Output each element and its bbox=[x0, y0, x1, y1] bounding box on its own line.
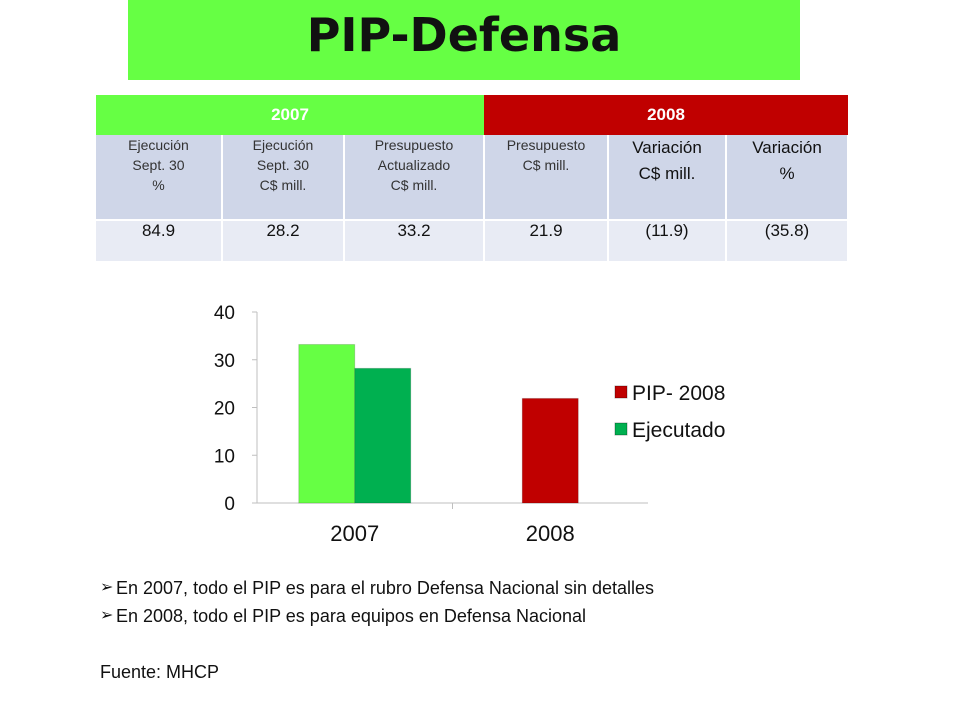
value-variacion-pct: (35.8) bbox=[726, 219, 849, 261]
y-tick-label: 10 bbox=[214, 446, 235, 467]
year-header-row: 2007 2008 bbox=[96, 95, 848, 135]
legend-label: PIP- 2008 bbox=[632, 382, 725, 405]
col-header-presupuesto-actualizado: Presupuesto Actualizado C$ mill. bbox=[344, 135, 485, 220]
x-tick-label: 2007 bbox=[330, 521, 379, 546]
legend-swatch bbox=[614, 422, 628, 436]
value-presupuesto-2008: 21.9 bbox=[484, 219, 609, 261]
bar-pip-2008-2007 bbox=[298, 343, 356, 504]
y-tick-label: 20 bbox=[214, 399, 235, 420]
value-variacion-mill: (11.9) bbox=[608, 219, 727, 261]
header-2008: 2008 bbox=[484, 95, 848, 135]
header-2007: 2007 bbox=[96, 95, 484, 135]
data-table: 2007 2008 Ejecución Sept. 30% Ejecución Se… bbox=[96, 95, 849, 261]
x-tick-label: 2008 bbox=[526, 521, 575, 546]
bullet-item: ➢ En 2007, todo el PIP es para el rubro … bbox=[100, 574, 654, 602]
value-ejecucion-pct: 84.9 bbox=[96, 219, 223, 261]
value-ejecucion-mill: 28.2 bbox=[222, 219, 345, 261]
y-tick-label: 30 bbox=[214, 351, 235, 372]
arrow-bullet-icon: ➢ bbox=[100, 607, 114, 624]
y-tick-label: 40 bbox=[214, 303, 235, 324]
col-header-variacion-mill: Variación C$ mill. bbox=[608, 135, 727, 220]
col-header-ejecucion-pct: Ejecución Sept. 30% bbox=[96, 135, 223, 220]
arrow-bullet-icon: ➢ bbox=[100, 579, 114, 596]
bullet-list: ➢ En 2007, todo el PIP es para el rubro … bbox=[100, 574, 654, 630]
col-header-variacion-pct: Variación% bbox=[726, 135, 849, 220]
col-header-presupuesto-2008: Presupuesto C$ mill. bbox=[484, 135, 609, 220]
subheader-row: Ejecución Sept. 30% Ejecución Sept. 30 C$ m… bbox=[96, 135, 849, 220]
value-presupuesto-actualizado: 33.2 bbox=[344, 219, 485, 261]
col-header-ejecucion-mill: Ejecución Sept. 30 C$ mill. bbox=[222, 135, 345, 220]
slide-title: PIP-Defensa bbox=[306, 8, 622, 62]
bar-pip-2008-2008 bbox=[521, 397, 579, 504]
title-banner: PIP-Defensa bbox=[128, 0, 800, 80]
bullet-item: ➢ En 2008, todo el PIP es para equipos e… bbox=[100, 602, 654, 630]
legend-label: Ejecutado bbox=[632, 419, 725, 442]
source-note: Fuente: MHCP bbox=[100, 662, 220, 682]
bar-ejecutado-2007 bbox=[354, 367, 412, 504]
values-row: 84.9 28.2 33.2 21.9 (11.9) (35.8) bbox=[96, 219, 849, 261]
legend-swatch bbox=[614, 385, 628, 399]
y-tick-label: 0 bbox=[224, 494, 235, 515]
